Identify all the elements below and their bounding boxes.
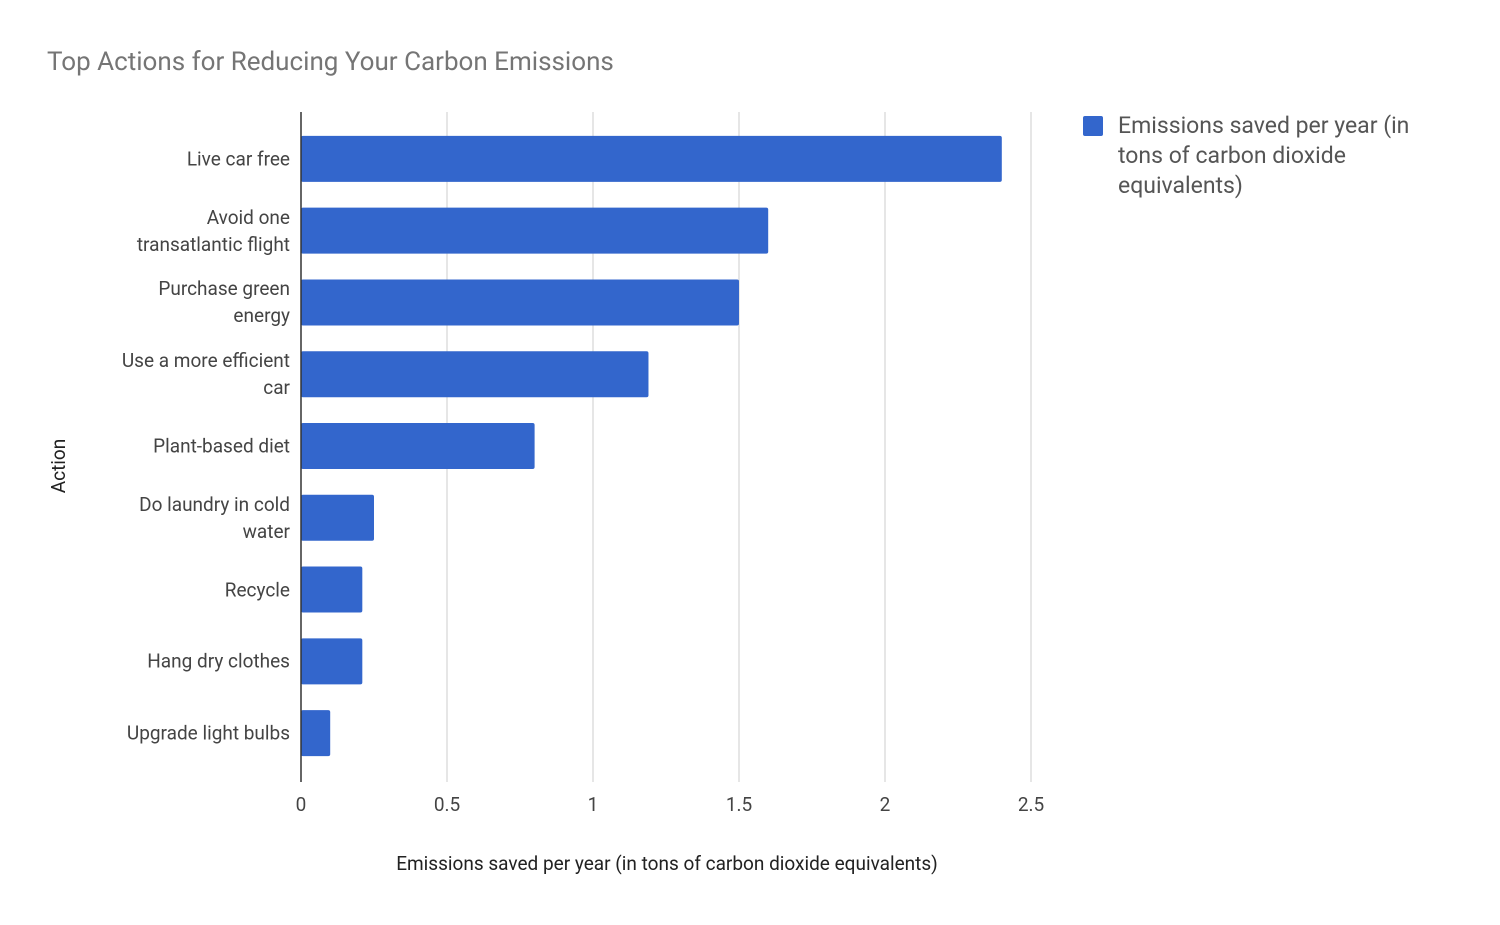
bar	[301, 566, 363, 613]
bar	[301, 710, 331, 757]
y-axis-title: Action	[47, 439, 70, 494]
x-tick-label: 0	[296, 793, 307, 816]
x-tick-label: 2.5	[1018, 793, 1044, 816]
y-tick-label: Plant-based diet	[153, 434, 290, 458]
bar	[301, 351, 649, 398]
x-tick-label: 0.5	[434, 793, 460, 816]
legend-swatch	[1083, 116, 1103, 136]
x-tick-label: 1	[588, 793, 599, 816]
bar	[301, 135, 1002, 182]
y-tick-label: Hang dry clothes	[147, 649, 290, 673]
legend-label: Emissions saved per year (in tons of car…	[1118, 112, 1410, 199]
bar	[301, 207, 769, 254]
chart-title: Top Actions for Reducing Your Carbon Emi…	[47, 47, 614, 77]
bar	[301, 494, 374, 541]
x-tick-label: 1.5	[726, 793, 752, 816]
bar	[301, 638, 363, 685]
y-tick-label: Use a more efficient car	[121, 349, 290, 400]
y-tick-label: Live car free	[186, 147, 290, 171]
y-tick-label: Avoid one transatlantic flight	[136, 205, 290, 256]
x-tick-label: 2	[880, 793, 891, 816]
y-tick-label: Purchase green energy	[158, 277, 290, 328]
y-tick-label: Recycle	[224, 578, 290, 602]
x-axis-title: Emissions saved per year (in tons of car…	[396, 852, 938, 875]
y-tick-label: Do laundry in cold water	[139, 492, 290, 543]
bar	[301, 423, 535, 469]
y-tick-label: Upgrade light bulbs	[126, 721, 290, 745]
bar	[301, 279, 739, 326]
